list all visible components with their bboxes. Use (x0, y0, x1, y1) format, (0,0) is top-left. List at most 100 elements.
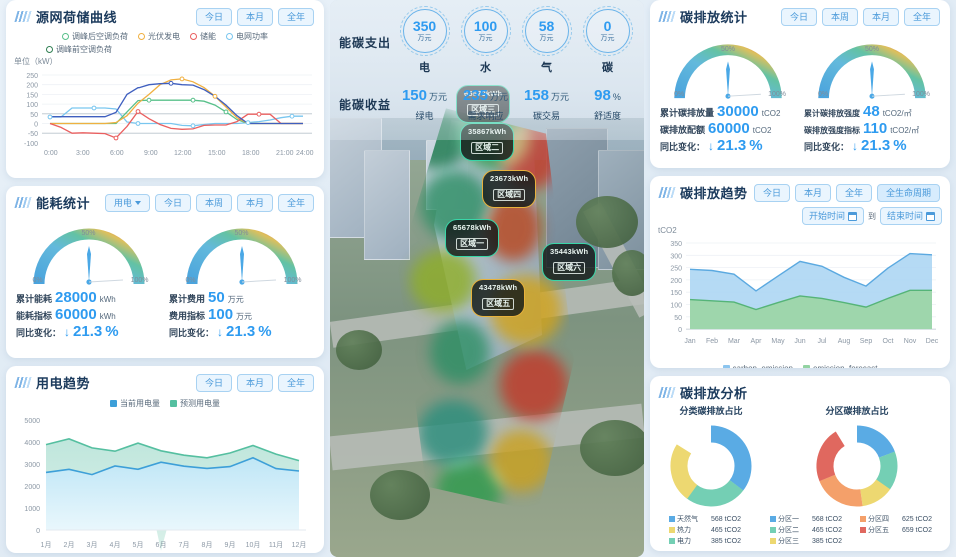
svg-text:1月: 1月 (41, 541, 52, 549)
stat-row: 同比变化： ↓ 21.3 % (804, 138, 940, 155)
stat-unit: tCO2 (752, 126, 772, 135)
svg-text:Nov: Nov (904, 338, 917, 345)
svg-text:300: 300 (670, 253, 682, 260)
legend-item: 调峰后空调负荷 (62, 31, 128, 42)
svg-text:Jun: Jun (794, 338, 805, 345)
stat-unit: % (105, 323, 119, 340)
svg-text:5月: 5月 (133, 541, 144, 549)
btn-year[interactable]: 全年 (835, 183, 872, 202)
btn-year[interactable]: 全年 (903, 7, 940, 26)
zone-name: 区域四 (493, 189, 526, 202)
svg-text:350: 350 (670, 241, 682, 248)
carbon-trend-card: 碳排放趋势 今日 本月 全年 全生命周期 开始时间 到 结束时间 tCO2 (650, 176, 950, 368)
metric-carbon-trade: 158 万元 碳交易 (516, 87, 577, 122)
panel-title: 碳排放分析 (680, 386, 748, 401)
power-trend-area-chart: 5000 4000 3000 2000 1000 0 1月 2月 3月 4月 5… (24, 418, 306, 551)
expense-row: 能碳支出 350 万元 电 100 万元 水 (336, 6, 638, 76)
btn-year[interactable]: 全年 (277, 193, 314, 212)
metric-ring: 350 万元 (399, 6, 450, 56)
carbon-stats-card: 碳排放统计 今日 本周 本月 全年 50% 0% (650, 0, 950, 168)
gauge-max-label: 100% (768, 91, 786, 98)
metric-unit: 万元 (551, 91, 570, 102)
stat-unit: % (749, 137, 763, 154)
btn-today[interactable]: 今日 (753, 183, 790, 202)
stat-row: 累计能耗 28000 kWh (16, 290, 161, 307)
end-date-placeholder: 结束时间 (886, 211, 923, 221)
btn-today[interactable]: 今日 (780, 7, 817, 26)
panel-title: 用电趋势 (36, 376, 91, 391)
source-grid-curve-card: 源网荷储曲线 今日 本月 全年 调峰后空调负荷 光伏发电 储能 电网功率 调峰前… (6, 0, 324, 178)
metric-carbon: 0 万元 碳 (577, 6, 638, 75)
energy-type-select[interactable]: 用电 (104, 193, 150, 212)
btn-today[interactable]: 今日 (195, 373, 232, 392)
metric-water: 100 万元 水 (455, 6, 516, 75)
svg-text:4000: 4000 (24, 440, 40, 447)
stat-value: 28000 (55, 289, 97, 306)
end-date-input[interactable]: 结束时间 (879, 207, 942, 225)
legend-item: 分区三 385 tCO2 (770, 536, 854, 546)
panel-title: 碳排放趋势 (680, 186, 748, 201)
zone-label-tag[interactable]: 35443kWh 区域六 (542, 243, 597, 282)
category-donut-chart (670, 425, 752, 507)
select-value: 用电 (113, 197, 132, 208)
legend-swatch-icon (669, 527, 675, 533)
panel-bars-icon (14, 11, 33, 22)
panel-bars-icon (14, 197, 33, 208)
metric-value-group: 98% (594, 87, 621, 105)
btn-today[interactable]: 今日 (154, 193, 191, 212)
legend-swatch-icon (860, 527, 866, 533)
svg-text:Apr: Apr (751, 338, 763, 345)
legend-label: 光伏发电 (148, 32, 180, 41)
metric-unit: 万元 (429, 91, 448, 102)
start-date-input[interactable]: 开始时间 (801, 207, 864, 225)
metric-value: 58 (538, 17, 555, 34)
building-3d-scene[interactable]: 65573kWh 区域三 35867kWh 区域二 23673kWh 区域四 6… (330, 0, 644, 557)
calendar-icon (847, 211, 857, 221)
center-column: 65573kWh 区域三 35867kWh 区域二 23673kWh 区域四 6… (330, 0, 644, 557)
zone-label-tag[interactable]: 23673kWh 区域四 (482, 170, 537, 209)
svg-text:10月: 10月 (246, 541, 261, 549)
stat-label: 费用指标 (169, 311, 206, 321)
legend-item: 分区一 568 tCO2 (770, 514, 854, 524)
btn-month[interactable]: 本月 (794, 183, 831, 202)
stat-unit: % (893, 137, 907, 154)
btn-year[interactable]: 全年 (277, 373, 314, 392)
btn-month[interactable]: 本月 (236, 373, 273, 392)
metric-unit: 万元 (490, 91, 509, 102)
svg-text:18:00: 18:00 (242, 150, 260, 157)
donut-slice-zone-5 (816, 425, 898, 507)
calendar-icon (926, 211, 935, 221)
stat-label: 累计碳排放量 (660, 108, 715, 118)
btn-month[interactable]: 本月 (862, 7, 899, 26)
metric-caption: 电 (419, 62, 430, 74)
zone-label-tag[interactable]: 43478kWh 区域五 (471, 279, 526, 318)
tree-cluster (370, 470, 430, 520)
btn-month[interactable]: 本月 (236, 7, 273, 26)
tree-cluster (336, 330, 382, 370)
btn-lifecycle[interactable]: 全生命周期 (876, 183, 940, 202)
svg-text:250: 250 (26, 73, 38, 80)
metric-caption: 气 (541, 62, 552, 74)
metric-caption: 绿电 (415, 110, 434, 121)
carbon-trend-legend: carbon_emission emission_forecast (650, 363, 950, 368)
btn-today[interactable]: 今日 (195, 7, 232, 26)
gauge-min-label: 0% (32, 277, 43, 284)
legend-marker-icon (226, 33, 233, 40)
svg-text:150: 150 (26, 92, 38, 99)
right-column: 碳排放统计 今日 本周 本月 全年 50% 0% (650, 0, 950, 551)
metric-unit: 万元 (600, 34, 615, 42)
trend-down-icon: ↓ (64, 325, 71, 339)
stat-unit: kWh (99, 295, 116, 304)
legend-marker-icon (46, 46, 53, 53)
zone-label-tag[interactable]: 65678kWh 区域一 (445, 219, 500, 258)
zone-donut-chart (816, 425, 898, 507)
btn-week[interactable]: 本周 (821, 7, 858, 26)
gauge-dial: 50% 0% 100% (668, 40, 788, 104)
gauge-stats: 累计碳排放强度 48 tCO2/㎡ 碳排放强度指标 110 tCO2/㎡ 同比变… (800, 104, 944, 155)
btn-year[interactable]: 全年 (277, 7, 314, 26)
legend-item: 储能 (190, 31, 216, 42)
y-axis-unit-label: 单位（kW） (14, 57, 58, 66)
btn-week[interactable]: 本周 (195, 193, 232, 212)
btn-month[interactable]: 本月 (236, 193, 273, 212)
svg-text:9月: 9月 (225, 541, 236, 549)
